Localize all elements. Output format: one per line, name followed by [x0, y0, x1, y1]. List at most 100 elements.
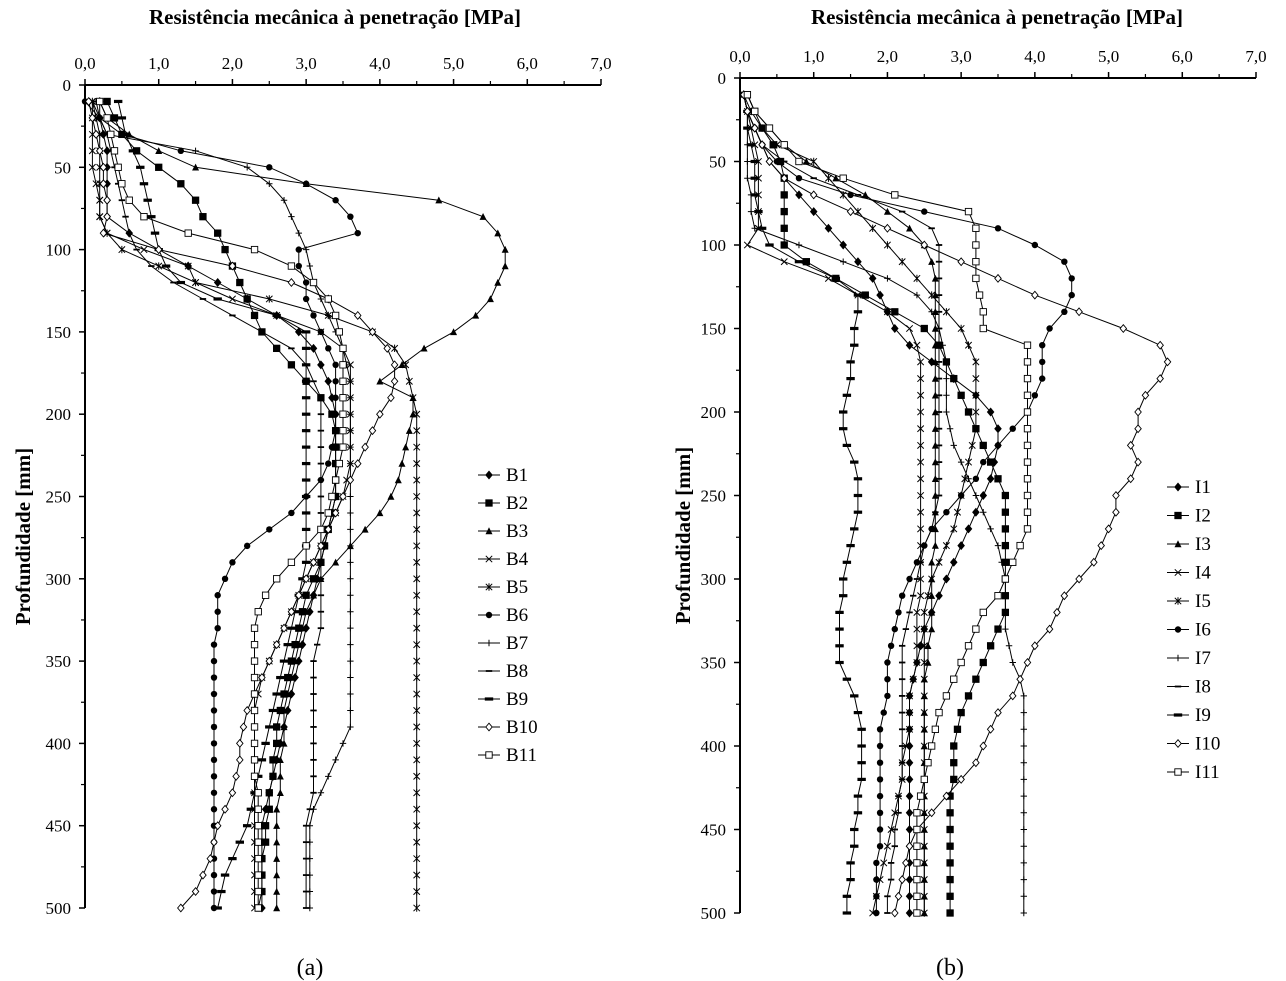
data-point-I9 [850, 827, 859, 832]
data-point-B3 [298, 624, 306, 632]
data-point-B2 [261, 822, 270, 830]
data-point-I7 [744, 158, 751, 165]
data-point-B8 [306, 808, 314, 811]
data-point-I10 [994, 708, 1002, 718]
series-B6 [81, 98, 361, 912]
data-point-B3 [501, 262, 509, 270]
data-point-I6 [884, 676, 891, 683]
data-point-I1 [905, 908, 914, 918]
data-point-I5 [920, 842, 928, 850]
data-point-B11 [118, 180, 126, 188]
legend-marker [485, 670, 493, 672]
data-point-B10 [103, 195, 111, 205]
data-point-I4 [891, 809, 899, 817]
data-point-I3 [931, 324, 939, 332]
data-point-I6 [873, 909, 880, 917]
data-point-B7 [347, 592, 354, 599]
data-point-B9 [301, 346, 311, 350]
data-point-I10 [927, 808, 936, 818]
data-point-I10 [1008, 691, 1017, 701]
data-point-B11 [331, 476, 340, 484]
data-point-B9 [128, 149, 138, 153]
panel-b: Resistência mecânica à penetração [MPa] 0… [671, 5, 1267, 981]
data-point-B6 [302, 295, 310, 303]
y-tick-label: 150 [46, 323, 72, 342]
data-point-I9 [846, 377, 855, 381]
data-point-I7 [1020, 792, 1027, 800]
data-point-B3 [332, 558, 340, 566]
data-point-I11 [1023, 441, 1032, 450]
legend-item-B11: B11 [478, 745, 537, 766]
data-point-I5 [920, 642, 928, 650]
x-tick-label: 4,0 [1024, 47, 1045, 66]
data-point-I7 [913, 291, 921, 299]
legend-marker [1174, 568, 1182, 577]
data-point-B5 [413, 426, 421, 435]
data-point-I9 [850, 844, 859, 848]
data-point-B7 [347, 378, 354, 385]
data-point-B6 [210, 641, 218, 648]
data-point-I4 [913, 658, 921, 667]
data-point-I7 [1020, 909, 1027, 917]
series-I4 [740, 91, 925, 917]
data-point-B5 [413, 706, 421, 715]
data-point-B3 [273, 871, 281, 879]
data-point-B8 [310, 742, 317, 745]
data-point-I7 [998, 559, 1005, 566]
data-point-B8 [310, 380, 317, 383]
data-point-I4 [883, 842, 891, 850]
data-point-B6 [210, 773, 218, 780]
legend-item-B9: B9 [478, 689, 528, 710]
data-point-B9 [301, 330, 311, 334]
series-line-I7 [743, 94, 1025, 913]
data-point-B6 [210, 789, 218, 796]
x-tick-label: 5,0 [1098, 47, 1119, 66]
data-point-I11 [913, 892, 921, 900]
data-point-B11 [250, 706, 259, 715]
data-point-I10 [1112, 507, 1120, 517]
data-point-I8 [895, 795, 902, 797]
data-point-B5 [413, 640, 421, 649]
data-point-B5 [413, 854, 421, 863]
data-point-B8 [310, 660, 317, 662]
data-point-I4 [905, 709, 914, 717]
data-point-B5 [96, 212, 104, 221]
data-point-B6 [210, 723, 218, 731]
data-point-B8 [317, 462, 325, 465]
data-point-I11 [1023, 508, 1032, 516]
legend-marker [1174, 626, 1182, 633]
data-point-B1 [294, 327, 303, 337]
data-point-I5 [920, 675, 928, 683]
legend-label: B7 [506, 633, 528, 654]
data-point-I9 [835, 610, 844, 614]
data-point-I7 [1002, 625, 1009, 633]
data-point-I1 [905, 340, 914, 350]
data-point-B7 [288, 213, 295, 220]
data-point-B5 [265, 295, 273, 303]
data-point-B2 [273, 723, 281, 731]
data-point-I2 [957, 708, 965, 717]
data-point-I9 [842, 911, 852, 915]
data-point-I10 [891, 908, 899, 918]
data-point-I11 [931, 725, 939, 733]
data-point-I10 [1156, 374, 1164, 384]
data-point-I10 [1104, 524, 1113, 534]
data-point-B5 [413, 657, 421, 665]
series-I10 [739, 90, 1172, 918]
data-point-B10 [368, 327, 377, 337]
data-point-I1 [905, 875, 914, 885]
legend-marker [1174, 597, 1182, 605]
data-point-I7 [840, 258, 847, 265]
data-point-I2 [891, 308, 899, 316]
data-point-I11 [972, 241, 980, 249]
data-point-I7 [1020, 776, 1027, 783]
data-point-B10 [99, 228, 108, 238]
data-point-I9 [839, 594, 848, 598]
series-B1 [95, 96, 340, 913]
data-point-B5 [409, 394, 417, 402]
data-point-I8 [884, 912, 891, 914]
data-point-I3 [931, 425, 939, 432]
data-point-I1 [979, 491, 988, 500]
data-point-B2 [273, 739, 281, 748]
legend-label: B1 [506, 465, 528, 486]
